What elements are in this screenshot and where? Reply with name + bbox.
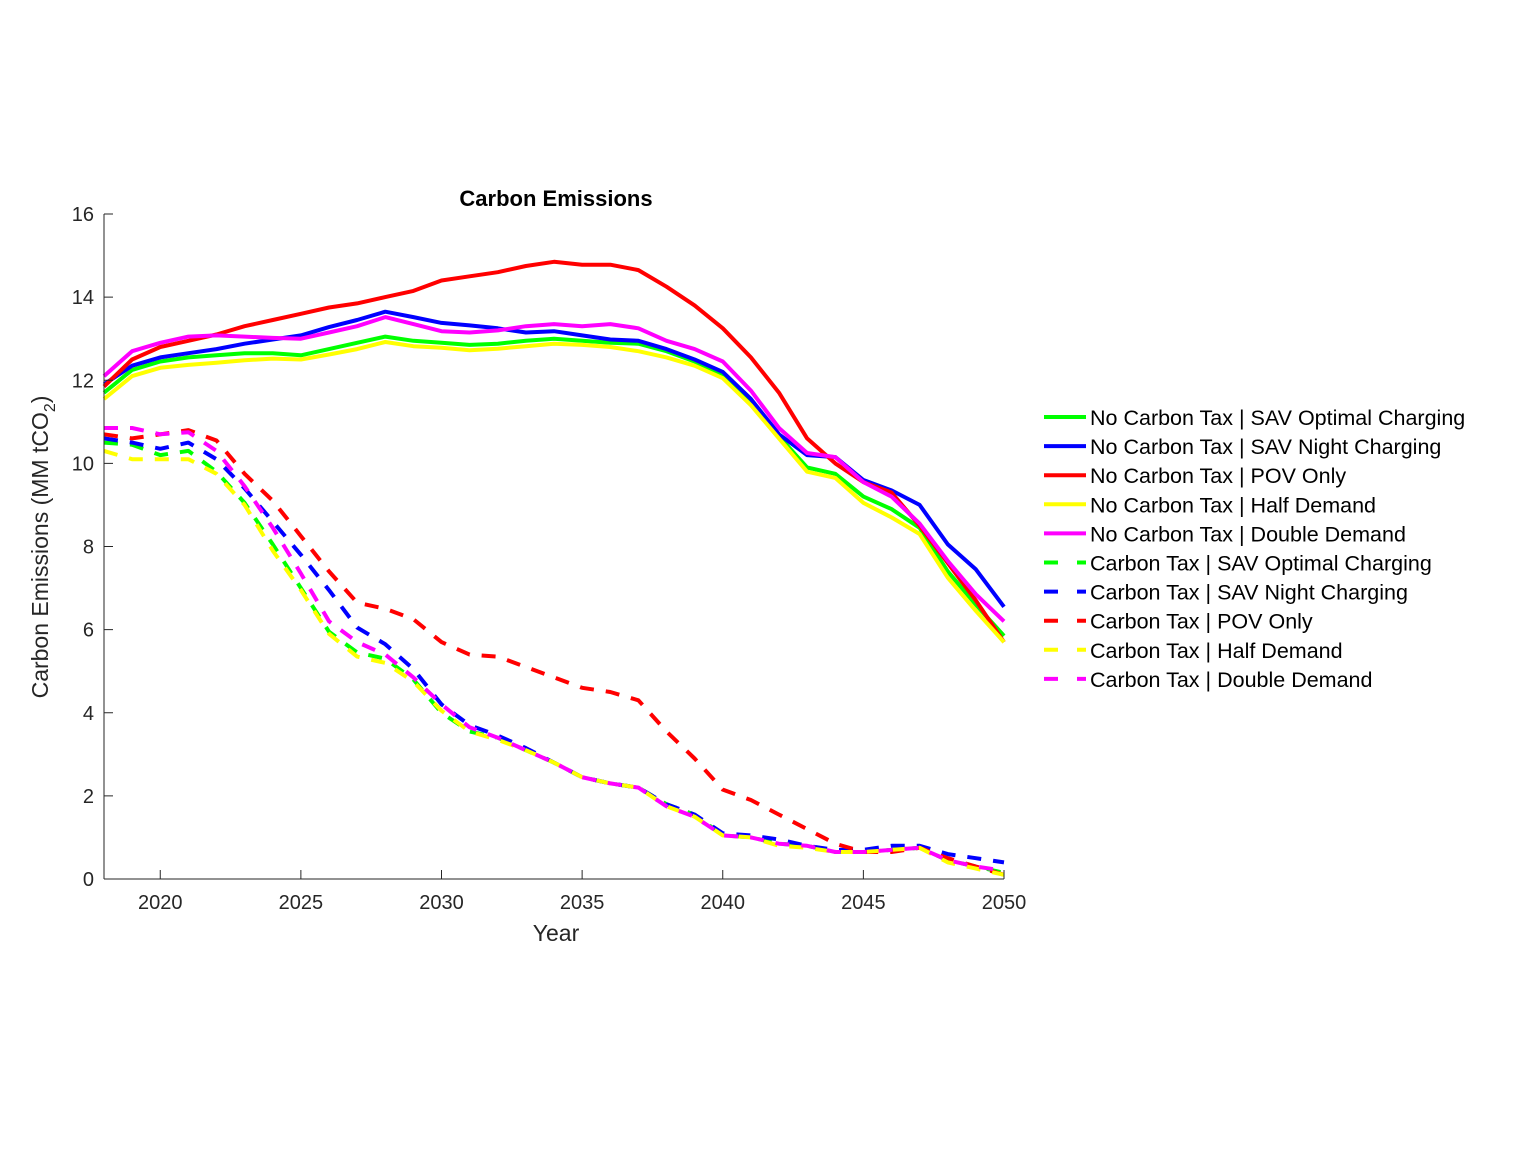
x-tick-label: 2025 [279, 892, 324, 914]
legend-label: No Carbon Tax | SAV Night Charging [1090, 435, 1441, 459]
y-tick-label: 2 [83, 786, 94, 808]
y-ticks: 0 2 4 6 8 10 12 14 16 [72, 204, 113, 891]
series-line-no-carbon-tax-pov-only [102, 259, 1006, 644]
legend-label: No Carbon Tax | SAV Optimal Charging [1090, 406, 1465, 430]
y-tick-label: 4 [83, 703, 94, 725]
y-axis-title: Carbon Emissions (MM tCO2) [27, 396, 59, 699]
x-ticks: 2020 2025 2030 2035 2040 2045 2050 [138, 870, 1026, 914]
legend-item: No Carbon Tax | Double Demand [1044, 522, 1406, 546]
y-axis-title-close: ) [27, 396, 53, 404]
plot-lines [102, 259, 1006, 877]
legend-label: Carbon Tax | SAV Night Charging [1090, 581, 1408, 605]
series-line-no-carbon-tax-sav-night-charging [102, 309, 1006, 609]
legend-label: No Carbon Tax | Double Demand [1090, 522, 1406, 546]
y-tick-label: 6 [83, 620, 94, 642]
legend-label: Carbon Tax | Double Demand [1090, 668, 1372, 692]
legend-item: No Carbon Tax | SAV Optimal Charging [1044, 406, 1465, 430]
series-line-carbon-tax-pov-only [103, 428, 1005, 877]
legend-label: No Carbon Tax | Half Demand [1090, 493, 1376, 517]
series-line-carbon-tax-double-demand [104, 426, 1005, 873]
y-tick-label: 14 [72, 287, 94, 309]
chart-title: Carbon Emissions [459, 186, 652, 211]
series-line-no-carbon-tax-sav-optimal-charging [102, 334, 1006, 638]
legend-item: Carbon Tax | POV Only [1044, 610, 1313, 634]
y-axis-title-subscript: 2 [42, 403, 59, 412]
x-tick-label: 2050 [982, 892, 1027, 914]
y-tick-label: 10 [72, 453, 94, 475]
legend-item: Carbon Tax | Double Demand [1044, 668, 1372, 692]
series-line-no-carbon-tax-half-demand [102, 340, 1006, 644]
legend-label: No Carbon Tax | POV Only [1090, 464, 1346, 488]
legend-label: Carbon Tax | SAV Optimal Charging [1090, 552, 1432, 576]
legend-item: No Carbon Tax | SAV Night Charging [1044, 435, 1441, 459]
axes [103, 214, 1004, 880]
x-tick-label: 2035 [560, 892, 605, 914]
legend-item: Carbon Tax | SAV Optimal Charging [1044, 552, 1432, 576]
legend-item: No Carbon Tax | POV Only [1044, 464, 1346, 488]
x-tick-label: 2045 [841, 892, 886, 914]
x-tick-label: 2030 [419, 892, 464, 914]
legend-item: Carbon Tax | Half Demand [1044, 639, 1343, 663]
x-axis-title: Year [533, 920, 580, 946]
legend-item: Carbon Tax | SAV Night Charging [1044, 581, 1408, 605]
legend-item: No Carbon Tax | Half Demand [1044, 493, 1376, 517]
series-line-carbon-tax-half-demand [103, 448, 1005, 877]
legend-label: Carbon Tax | POV Only [1090, 610, 1313, 634]
x-tick-label: 2040 [701, 892, 746, 914]
y-tick-label: 8 [83, 537, 94, 559]
y-axis-title-main: Carbon Emissions (MM tCO [27, 412, 53, 698]
y-tick-label: 0 [83, 869, 94, 891]
series-line-carbon-tax-sav-night-charging [103, 436, 1005, 865]
x-tick-label: 2020 [138, 892, 183, 914]
y-tick-label: 12 [72, 370, 94, 392]
series-line-no-carbon-tax-double-demand [102, 315, 1006, 623]
y-tick-label: 16 [72, 204, 94, 226]
legend-label: Carbon Tax | Half Demand [1090, 639, 1343, 663]
legend: No Carbon Tax | SAV Optimal Charging No C… [1044, 406, 1465, 692]
